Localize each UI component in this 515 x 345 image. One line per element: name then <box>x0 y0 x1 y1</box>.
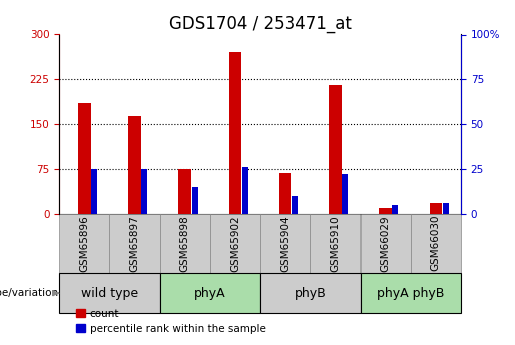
Bar <box>229 52 241 214</box>
Bar <box>128 116 141 214</box>
Bar <box>260 273 360 313</box>
Bar <box>260 214 310 273</box>
Bar <box>78 103 91 214</box>
Bar <box>59 214 109 273</box>
Bar <box>91 169 97 214</box>
Bar <box>380 208 392 214</box>
Text: phyA phyB: phyA phyB <box>377 287 444 300</box>
Text: GSM65910: GSM65910 <box>331 215 340 272</box>
Bar <box>392 205 399 214</box>
Bar <box>109 214 160 273</box>
Text: phyB: phyB <box>295 287 326 300</box>
Bar <box>430 203 442 214</box>
Bar <box>410 214 461 273</box>
Bar <box>160 214 210 273</box>
Bar <box>292 196 298 214</box>
Bar <box>360 214 410 273</box>
Bar <box>310 214 360 273</box>
Bar <box>179 169 191 214</box>
Text: genotype/variation: genotype/variation <box>0 288 58 298</box>
Bar <box>160 273 260 313</box>
Bar <box>192 187 198 214</box>
Title: GDS1704 / 253471_at: GDS1704 / 253471_at <box>168 15 352 33</box>
Text: GSM65902: GSM65902 <box>230 215 240 272</box>
Text: GSM65904: GSM65904 <box>280 215 290 272</box>
Text: GSM66029: GSM66029 <box>381 215 390 272</box>
Text: GSM65897: GSM65897 <box>130 215 140 272</box>
Text: phyA: phyA <box>194 287 226 300</box>
Text: GSM66030: GSM66030 <box>431 215 441 272</box>
Text: GSM65896: GSM65896 <box>79 215 89 272</box>
Text: wild type: wild type <box>81 287 138 300</box>
Bar <box>329 85 341 214</box>
Bar <box>59 273 160 313</box>
Bar <box>360 273 461 313</box>
Text: GSM65898: GSM65898 <box>180 215 190 272</box>
Bar <box>442 203 449 214</box>
Bar <box>279 173 291 214</box>
Legend: count, percentile rank within the sample: count, percentile rank within the sample <box>72 305 270 338</box>
Bar <box>141 169 147 214</box>
Bar <box>242 167 248 214</box>
Bar <box>342 175 348 214</box>
Bar <box>210 214 260 273</box>
